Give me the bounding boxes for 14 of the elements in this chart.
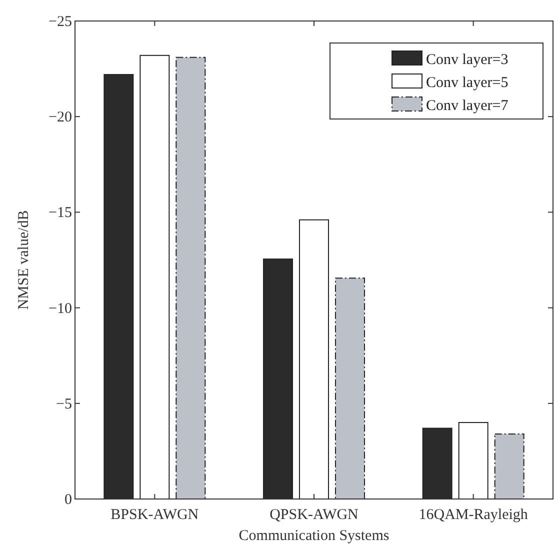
legend-label: Conv layer=7 bbox=[426, 98, 509, 114]
y-tick-label: −5 bbox=[56, 396, 72, 412]
legend-label: Conv layer=5 bbox=[426, 75, 508, 91]
y-tick-label: −20 bbox=[48, 110, 72, 126]
x-tick-label: QPSK-AWGN bbox=[270, 507, 359, 523]
y-tick-label: 0 bbox=[64, 492, 72, 508]
y-tick-label: −15 bbox=[48, 205, 72, 222]
x-tick-label: BPSK-AWGN bbox=[110, 507, 199, 523]
x-tick-label: 16QAM-Rayleigh bbox=[418, 507, 528, 523]
x-axis-title: Communication Systems bbox=[238, 528, 390, 544]
y-axis-title: NMSE value/dB bbox=[16, 210, 32, 310]
legend-label: Conv layer=3 bbox=[426, 52, 508, 68]
y-tick-label: −10 bbox=[48, 300, 72, 317]
y-tick-label: −25 bbox=[48, 14, 72, 30]
